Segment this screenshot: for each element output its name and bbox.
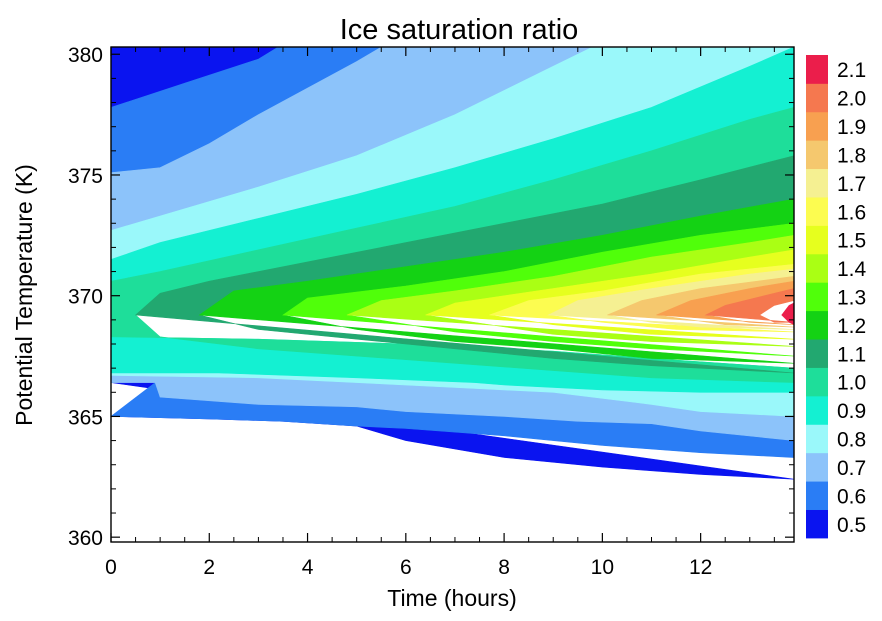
- colorbar-swatch-2.0: [806, 83, 828, 113]
- y-tick-label-375: 375: [68, 165, 103, 188]
- x-tick-label-8: 8: [498, 556, 510, 579]
- colorbar-swatch-0.7: [806, 452, 828, 482]
- y-tick-label-370: 370: [68, 286, 103, 309]
- colorbar-label-1.6: 1.6: [837, 201, 866, 224]
- colorbar-swatch-0.5: [806, 509, 828, 539]
- colorbar-swatch-0.6: [806, 481, 828, 510]
- contour-region-2.0-20: [704, 288, 795, 323]
- colorbar-swatch-1.6: [806, 197, 828, 226]
- plot-frame: [110, 46, 795, 543]
- colorbar-label-1.7: 1.7: [837, 173, 866, 196]
- colorbar-label-1.1: 1.1: [837, 343, 866, 366]
- colorbar-label-0.7: 0.7: [837, 457, 866, 480]
- colorbar-swatch-1.9: [806, 111, 828, 141]
- y-tick-label-365: 365: [68, 406, 103, 429]
- colorbar-swatch-1.8: [806, 140, 828, 170]
- colorbar-label-0.9: 0.9: [837, 400, 866, 423]
- colorbar-label-2.0: 2.0: [837, 88, 866, 111]
- colorbar-label-0.6: 0.6: [837, 485, 866, 508]
- plot-area: [110, 46, 795, 480]
- colorbar-label-1.8: 1.8: [837, 144, 866, 167]
- x-tick-label-6: 6: [400, 556, 412, 579]
- colorbar-label-1.4: 1.4: [837, 258, 867, 281]
- colorbar-label-1.5: 1.5: [837, 230, 866, 253]
- colorbar-label-1.3: 1.3: [837, 287, 866, 310]
- colorbar-swatch-1.4: [806, 253, 828, 283]
- colorbar-swatch-0.8: [806, 424, 828, 454]
- y-tick-label-360: 360: [68, 527, 103, 550]
- colorbar-swatch-1.3: [806, 282, 828, 312]
- colorbar-swatch-1.2: [806, 310, 828, 340]
- x-tick-label-2: 2: [203, 556, 215, 579]
- colorbar: 0.5 0.6 0.7 0.8 0.9 1.0 1.1 1.2 1.3 1.4 1.5 1.6 1.7 1…: [806, 55, 867, 539]
- x-axis: 0 2 4 6 8 10 12: [105, 47, 775, 579]
- colorbar-label-0.8: 0.8: [837, 429, 866, 452]
- colorbar-label-1.0: 1.0: [837, 372, 866, 395]
- x-tick-label-12: 12: [689, 556, 712, 579]
- colorbar-swatch-1.5: [806, 225, 828, 255]
- colorbar-label-1.2: 1.2: [837, 315, 866, 338]
- y-tick-label-380: 380: [68, 44, 103, 67]
- colorbar-label-1.9: 1.9: [837, 116, 866, 139]
- colorbar-swatch-1.1: [806, 339, 828, 368]
- x-tick-label-10: 10: [591, 556, 614, 579]
- x-tick-label-0: 0: [105, 556, 117, 579]
- y-axis: 360 365 370 375 380: [68, 44, 794, 550]
- x-tick-label-4: 4: [302, 556, 314, 579]
- chart-title: Ice saturation ratio: [340, 14, 579, 46]
- colorbar-swatch-2.1: [806, 55, 828, 84]
- colorbar-swatch-0.9: [806, 395, 828, 425]
- colorbar-swatch-1.7: [806, 168, 828, 198]
- x-axis-label: Time (hours): [387, 585, 517, 611]
- y-axis-label: Potential Temperature (K): [11, 164, 37, 426]
- colorbar-label-2.1: 2.1: [837, 59, 866, 82]
- colorbar-swatch-1.0: [806, 367, 828, 397]
- colorbar-label-0.5: 0.5: [837, 514, 866, 537]
